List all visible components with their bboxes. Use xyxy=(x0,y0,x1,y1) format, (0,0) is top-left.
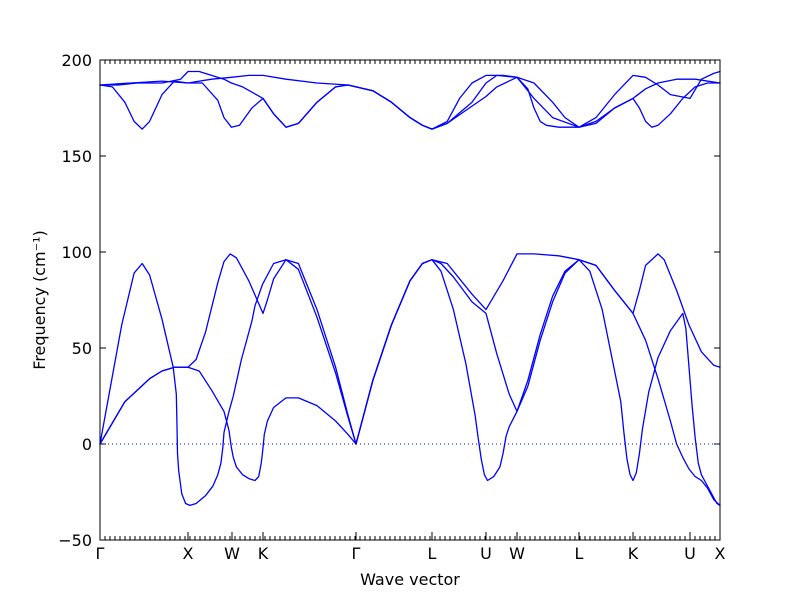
x-tick-label: K xyxy=(628,544,639,563)
x-tick-label: L xyxy=(428,544,437,563)
x-tick-label: W xyxy=(224,544,240,563)
y-axis: −50 0 50 100 150 200 xyxy=(58,51,720,550)
x-tick-label: Γ xyxy=(352,544,361,563)
band-line-8 xyxy=(99,70,357,128)
band-line-4 xyxy=(355,253,721,445)
band-line-9 xyxy=(99,74,357,88)
y-tick-label: 150 xyxy=(61,147,92,166)
band-line-1 xyxy=(99,259,357,507)
plot-frame xyxy=(99,59,721,541)
x-tick-label: U xyxy=(684,544,696,563)
y-tick-label: 200 xyxy=(61,51,92,70)
band-line-6 xyxy=(355,253,721,507)
y-tick-label: 100 xyxy=(61,243,92,262)
phonon-bands xyxy=(99,70,721,507)
y-tick-label: −50 xyxy=(58,531,92,550)
x-tick-label: X xyxy=(182,544,193,563)
x-tick-label: K xyxy=(258,544,269,563)
x-tick-label: W xyxy=(509,544,525,563)
y-axis-title: Frequency (cm⁻¹) xyxy=(30,230,49,369)
x-tick-label: U xyxy=(480,544,492,563)
band-line-2 xyxy=(99,366,357,482)
x-axis-title: Wave vector xyxy=(360,570,460,589)
band-line-5 xyxy=(355,259,721,507)
y-tick-label: 0 xyxy=(82,435,92,454)
band-line-12 xyxy=(355,70,721,130)
x-tick-label: L xyxy=(575,544,584,563)
y-tick-label: 50 xyxy=(72,339,92,358)
x-tick-label: Γ xyxy=(96,544,105,563)
x-tick-label: X xyxy=(715,544,726,563)
band-line-7 xyxy=(99,80,357,130)
band-line-3 xyxy=(99,253,357,445)
